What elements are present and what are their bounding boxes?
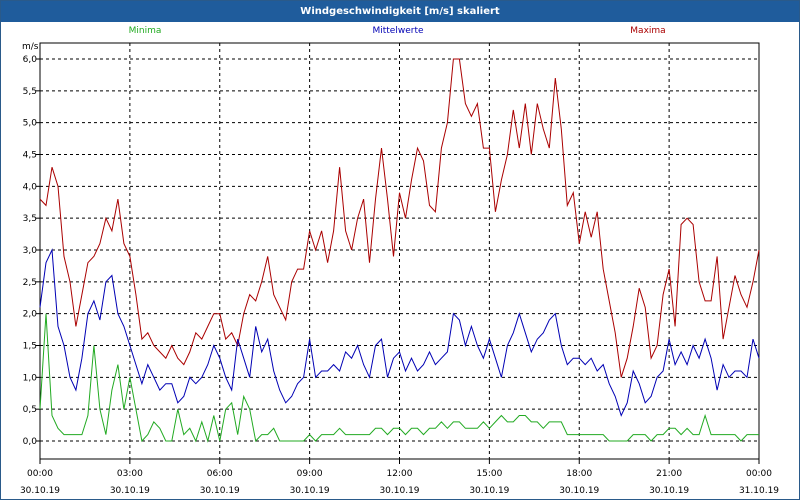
x-tick-time: 12:00 [387, 469, 413, 479]
y-tick-label: 2,0 [23, 310, 38, 320]
y-tick-label: 0,5 [23, 405, 37, 415]
x-tick-time: 18:00 [566, 469, 592, 479]
x-tick-date: 30.10.19 [649, 486, 689, 496]
y-tick-label: 5,0 [23, 119, 38, 129]
x-tick-time: 03:00 [117, 469, 143, 479]
y-tick-label: 4,5 [23, 151, 37, 161]
y-axis-label: m/s [22, 42, 39, 52]
y-tick-label: 3,0 [23, 246, 38, 256]
x-tick-date: 30.10.19 [559, 486, 599, 496]
y-tick-label: 4,0 [23, 182, 38, 192]
x-tick-date: 30.10.19 [20, 486, 60, 496]
y-tick-label: 6,0 [23, 55, 38, 65]
x-tick-date: 30.10.19 [110, 486, 150, 496]
y-tick-label: 1,5 [23, 342, 37, 352]
series-line-minima [39, 313, 759, 443]
x-tick-date: 31.10.19 [739, 486, 779, 496]
series-line-mittelwerte [39, 248, 760, 417]
series [39, 58, 760, 443]
x-tick-time: 00:00 [27, 469, 53, 479]
legend: Minima Mittelwerte Maxima [129, 26, 666, 36]
series-line-maxima [39, 58, 760, 378]
legend-entry-maxima: Maxima [630, 26, 665, 36]
x-tick-time: 09:00 [297, 469, 323, 479]
y-tick-label: 3,5 [23, 214, 37, 224]
legend-entry-minima: Minima [129, 26, 162, 36]
x-tick-time: 00:00 [746, 469, 772, 479]
x-tick-time: 21:00 [656, 469, 682, 479]
y-tick-label: 1,0 [23, 373, 38, 383]
legend-entry-mittelwerte: Mittelwerte [372, 26, 423, 36]
x-tick-date: 30.10.19 [200, 486, 240, 496]
axes: 0,0 0,5 1,0 1,5 2,0 2,5 3,0 3,5 4,0 4,5 5,0 5,5 6,0 m… [20, 42, 779, 496]
x-tick-time: 15:00 [476, 469, 502, 479]
y-tick-label: 2,5 [23, 278, 37, 288]
x-tick-date: 30.10.19 [290, 486, 330, 496]
window-title: Windgeschwindigkeit [m/s] skaliert [1, 1, 799, 22]
x-tick-time: 06:00 [207, 469, 233, 479]
x-tick-date: 30.10.19 [469, 486, 509, 496]
y-tick-label: 0,0 [23, 437, 38, 447]
x-tick-date: 30.10.19 [379, 486, 419, 496]
y-tick-label: 5,5 [23, 87, 37, 97]
